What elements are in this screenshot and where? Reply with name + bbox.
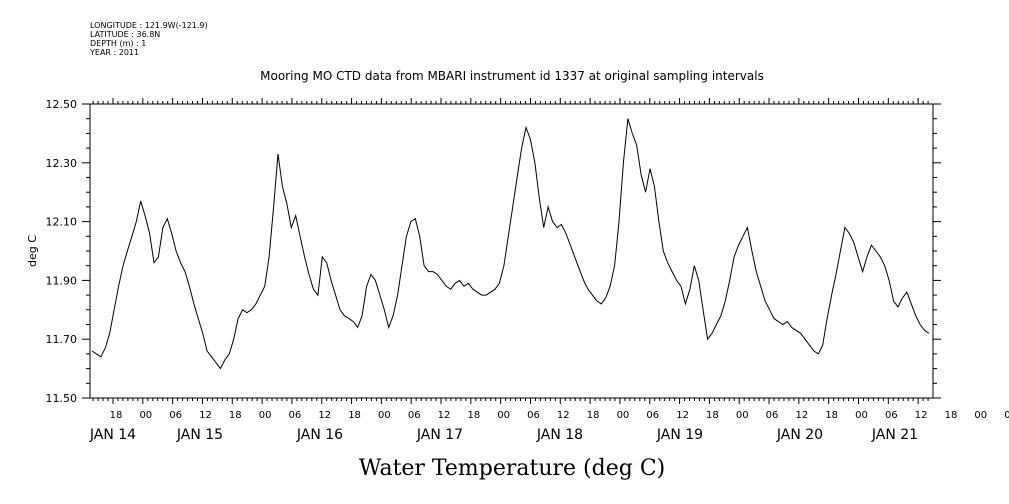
x-axis-label: Water Temperature (deg C) <box>359 456 666 481</box>
x-hour-label: 18 <box>945 410 958 421</box>
x-hour-label: 00 <box>378 410 391 421</box>
x-hour-label: 12 <box>676 410 689 421</box>
x-hour-label: 18 <box>110 410 123 421</box>
meta-depth: DEPTH (m) : 1 <box>90 39 147 48</box>
x-hour-label: 00 <box>497 410 510 421</box>
x-hour-label: 18 <box>229 410 242 421</box>
x-hour-label: 00 <box>139 410 152 421</box>
metadata-block: LONGITUDE : 121.9W(-121.9) LATITUDE : 36… <box>90 21 208 57</box>
x-day-label: JAN 18 <box>536 427 583 443</box>
temperature-series-line <box>91 118 930 370</box>
y-tick-label: 11.50 <box>46 392 78 405</box>
chart-title: Mooring MO CTD data from MBARI instrumen… <box>260 69 764 83</box>
x-day-label: JAN 14 <box>89 427 136 443</box>
x-day-label: JAN 20 <box>776 427 823 443</box>
x-hour-label: 06 <box>766 410 779 421</box>
meta-longitude: LONGITUDE : 121.9W(-121.9) <box>90 21 208 30</box>
x-hour-label: 00 <box>736 410 749 421</box>
y-tick-label: 11.90 <box>46 274 78 287</box>
x-hour-label: 06 <box>527 410 540 421</box>
x-hour-label: 12 <box>318 410 331 421</box>
meta-year: YEAR : 2011 <box>90 48 140 57</box>
x-hour-label: 06 <box>408 410 421 421</box>
x-hour-label: 12 <box>557 410 570 421</box>
x-day-label: JAN 19 <box>656 427 703 443</box>
y-tick-label: 12.50 <box>46 98 78 111</box>
x-day-label: JAN 17 <box>416 427 463 443</box>
x-hour-label: 18 <box>348 410 361 421</box>
x-hour-label: 00 <box>617 410 630 421</box>
x-hour-label: 06 <box>169 410 182 421</box>
x-axis: 18 00 06 12 18 00 06 12 18 00 06 12 18 00 06 12 18 00 06 12… <box>89 98 1009 443</box>
x-hour-label: 00 <box>855 410 868 421</box>
y-tick-label: 12.10 <box>46 216 78 229</box>
x-hour-label: 18 <box>467 410 480 421</box>
x-hour-label: 00 <box>259 410 272 421</box>
x-hour-label: 06 <box>289 410 302 421</box>
x-hour-label: 12 <box>199 410 212 421</box>
x-hour-label: 06 <box>646 410 659 421</box>
x-hour-label: 18 <box>825 410 838 421</box>
plot-frame <box>89 103 934 399</box>
y-axis: 11.50 11.70 11.90 12.10 12.30 12.50 <box>46 98 941 405</box>
x-day-label: JAN 15 <box>176 427 223 443</box>
y-tick-label: 12.30 <box>46 157 78 170</box>
x-hour-label: 12 <box>438 410 451 421</box>
y-tick-label: 11.70 <box>46 333 78 346</box>
x-hour-label: 06 <box>1004 410 1009 421</box>
y-axis-label: deg C <box>26 235 39 267</box>
meta-latitude: LATITUDE : 36.8N <box>90 30 161 39</box>
x-day-label: JAN 21 <box>871 427 918 443</box>
x-hour-label: 00 <box>974 410 987 421</box>
x-hour-label: 18 <box>706 410 719 421</box>
x-hour-label: 12 <box>915 410 928 421</box>
x-day-label: JAN 16 <box>296 427 343 443</box>
x-hour-label: 06 <box>885 410 898 421</box>
x-hour-label: 12 <box>795 410 808 421</box>
x-hour-label: 18 <box>587 410 600 421</box>
